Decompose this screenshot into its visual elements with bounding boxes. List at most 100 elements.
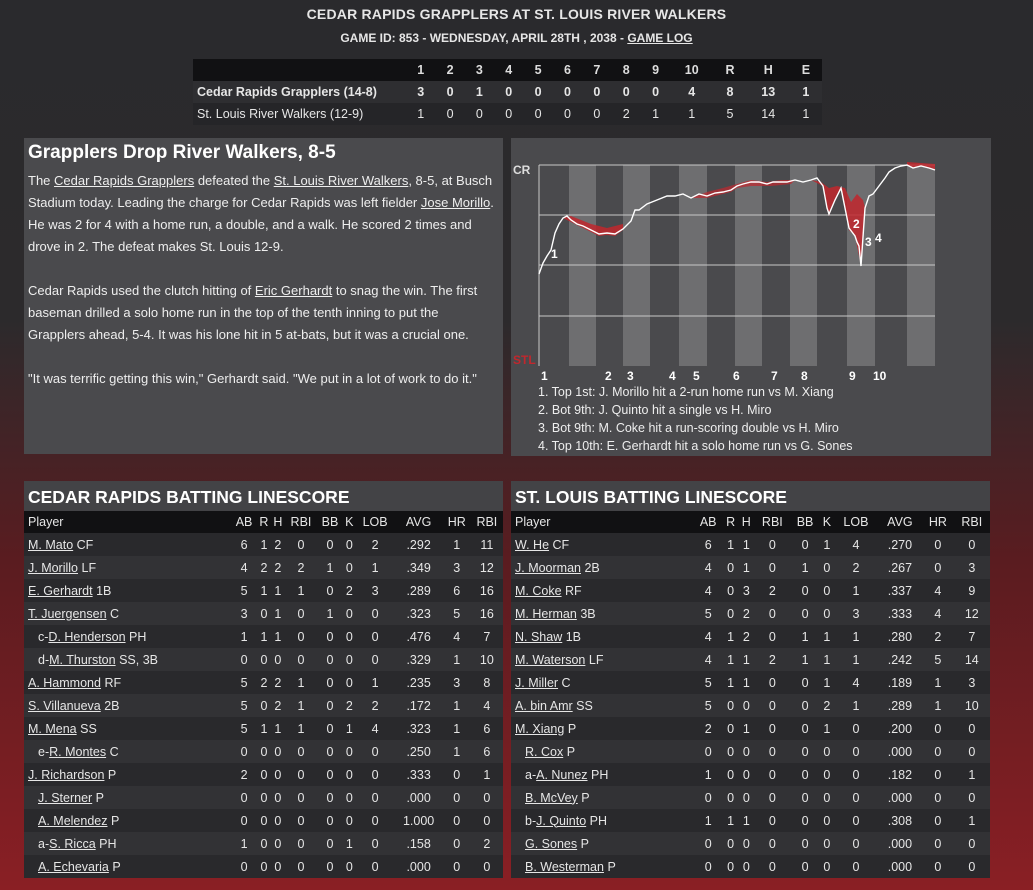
inning-label: 6 (733, 369, 740, 383)
batting-row: S. Villanueva 2B 5 0 2 1 0 2 2.172 1 4 (24, 694, 503, 717)
batting-stat: 0 (270, 832, 285, 855)
player-name-link[interactable]: E. Gerhardt (28, 583, 93, 598)
batting-stat: 0 (355, 648, 395, 671)
batting-stat: 1 (231, 832, 257, 855)
linescore-col-header: 4 (505, 63, 513, 77)
player-name-link[interactable]: M. Mato (28, 537, 74, 552)
batting-stat: .337 (877, 579, 923, 602)
batting-stat: 1.000 (394, 809, 443, 832)
player-name-link[interactable]: R. Montes (49, 744, 107, 759)
batting-stat: 0 (284, 786, 318, 809)
batting-stat: 0 (834, 809, 878, 832)
linescore-col-header: E (801, 63, 811, 77)
batting-stat: .308 (877, 809, 923, 832)
linescore-header-row: 1 2 3 4 5 6 7 8 9 10 R H E (193, 59, 822, 81)
batting-stat: 0 (722, 579, 739, 602)
batting-col-header: AVG (394, 511, 443, 533)
batting-stat: 2 (284, 556, 318, 579)
batting-stat: 1 (790, 556, 820, 579)
player-name-link[interactable]: J. Miller (515, 675, 559, 690)
player-position: RF (104, 675, 122, 690)
player-name-link[interactable]: B. Westerman (525, 859, 604, 874)
team-link-cedar-rapids[interactable]: Cedar Rapids Grapplers (54, 173, 195, 188)
batting-stat: .292 (394, 533, 443, 556)
player-name-link[interactable]: M. Mena (28, 721, 77, 736)
wp-shade (691, 180, 795, 198)
player-name-link[interactable]: T. Juergensen (28, 606, 107, 621)
batting-stat: 1 (442, 740, 471, 763)
batting-stat: 0 (722, 556, 739, 579)
player-name-link[interactable]: J. Richardson (28, 767, 105, 782)
player-name-link[interactable]: W. He (515, 537, 550, 552)
player-position: 3B (580, 606, 596, 621)
batting-row: e-R. Montes C 0 0 0 0 0 0 0.250 1 6 (24, 740, 503, 763)
batting-col-header: BB (790, 511, 820, 533)
batting-col-header: Player (24, 511, 232, 533)
player-name-link[interactable]: G. Sones (525, 836, 578, 851)
win-probability-panel: CR STL 1 2 3 4 5 6 7 8 9 10 1 2 3 4 1. Top 1st: J. Mori… (511, 138, 991, 456)
player-name-link[interactable]: D. Henderson (48, 629, 126, 644)
batting-row: b-J. Quinto PH 1 1 1 0 0 0 0.308 0 1 (511, 809, 990, 832)
batting-player-cell: J. Moorman 2B (511, 556, 694, 579)
batting-stat: 1 (819, 671, 835, 694)
batting-stat: 4 (355, 717, 395, 740)
player-position: C (109, 744, 119, 759)
batting-stat: 1 (834, 625, 878, 648)
player-link-gerhardt[interactable]: Eric Gerhardt (254, 283, 333, 298)
player-name-link[interactable]: J. Morillo (28, 560, 79, 575)
batting-stat: 0 (790, 786, 820, 809)
batting-stat: 5 (922, 648, 954, 671)
linescore-row-away: Cedar Rapids Grapplers (14-8) 3 0 1 0 0 0 0 0 0 4 8… (193, 81, 822, 103)
batting-stat: 0 (284, 625, 318, 648)
player-position: LF (81, 560, 97, 575)
batting-row: A. bin Amr SS 5 0 0 0 0 2 1.289 1 10 (511, 694, 990, 717)
batting-stat: 0 (790, 671, 820, 694)
player-name-link[interactable]: S. Villanueva (28, 698, 101, 713)
linescore-col-header: 2 (446, 63, 454, 77)
player-name-link[interactable]: A. Nunez (536, 767, 588, 782)
player-name-link[interactable]: M. Herman (515, 606, 577, 621)
player-name-link[interactable]: M. Thurston (49, 652, 116, 667)
player-name-link[interactable]: M. Coke (515, 583, 562, 598)
batting-stat: .000 (877, 740, 923, 763)
batting-stat: 16 (470, 602, 503, 625)
batting-stat: 0 (355, 786, 395, 809)
game-log-link[interactable]: GAME LOG (627, 31, 693, 45)
player-name-link[interactable]: A. Melendez (38, 813, 108, 828)
batting-player-cell: W. He CF (511, 533, 694, 556)
batting-player-cell: b-J. Quinto PH (511, 809, 694, 832)
batting-stat: 2 (256, 556, 271, 579)
batting-col-header: K (342, 511, 356, 533)
chart-top-team-label: CR (513, 163, 531, 177)
batting-stat: 0 (953, 786, 990, 809)
batting-stat: 4 (834, 533, 878, 556)
player-name-link[interactable]: J. Quinto (536, 813, 587, 828)
player-position: 2B (584, 560, 600, 575)
player-name-link[interactable]: B. McVey (525, 790, 578, 805)
batting-row: c-D. Henderson PH 1 1 1 0 0 0 0.476 4 7 (24, 625, 503, 648)
player-link-morillo[interactable]: Jose Morillo (420, 195, 491, 210)
player-name-link[interactable]: M. Waterson (515, 652, 586, 667)
player-name-link[interactable]: A. bin Amr (515, 698, 573, 713)
batting-row: A. Echevaria P 0 0 0 0 0 0 0.000 0 0 (24, 855, 503, 878)
batting-stat: 5 (693, 602, 723, 625)
player-name-link[interactable]: S. Ricca (49, 836, 96, 851)
player-name-link[interactable]: J. Sterner (38, 790, 93, 805)
batting-stat: 4 (922, 579, 954, 602)
batting-stat: 1 (270, 717, 285, 740)
batting-stat: 2 (342, 694, 356, 717)
player-name-link[interactable]: M. Xiang (515, 721, 565, 736)
player-name-link[interactable]: R. Cox (525, 744, 564, 759)
batting-stat: 0 (754, 855, 791, 878)
player-name-link[interactable]: J. Moorman (515, 560, 581, 575)
player-name-link[interactable]: A. Hammond (28, 675, 101, 690)
player-position: 1B (96, 583, 112, 598)
player-name-link[interactable]: N. Shaw (515, 629, 563, 644)
article-paragraph-2: Cedar Rapids used the clutch hitting of … (28, 280, 498, 346)
team-link-st-louis[interactable]: St. Louis River Walkers (273, 173, 409, 188)
batting-stat: 0 (231, 740, 257, 763)
batting-stat: 0 (754, 786, 791, 809)
player-name-link[interactable]: A. Echevaria (38, 859, 109, 874)
batting-stat: 0 (442, 763, 471, 786)
batting-stat: 0 (834, 717, 878, 740)
